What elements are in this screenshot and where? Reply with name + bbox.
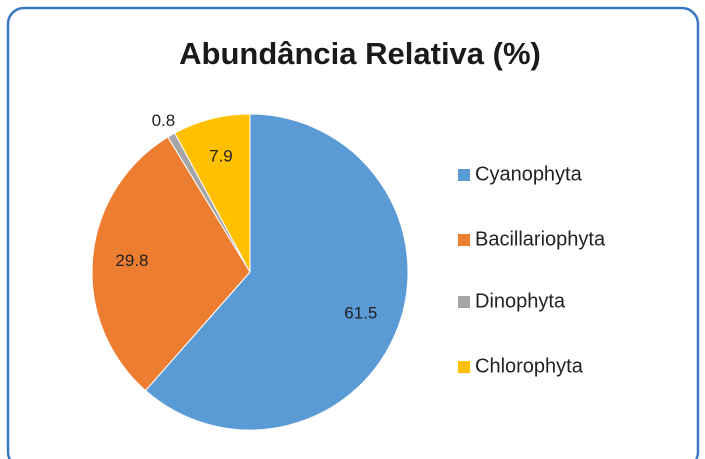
pie-slice xyxy=(174,113,251,273)
pie-slice xyxy=(91,136,251,392)
legend-label: Bacillariophyta xyxy=(475,228,606,250)
legend-swatch xyxy=(458,169,470,181)
data-label: 29.8 xyxy=(115,251,148,270)
data-label: 0.8 xyxy=(152,111,176,130)
legend-label: Chlorophyta xyxy=(475,355,584,377)
legend-swatch xyxy=(458,361,470,373)
pie-slice xyxy=(144,113,409,431)
legend-label: Cyanophyta xyxy=(475,163,583,185)
legend-swatch xyxy=(458,296,470,308)
chart-title: Abundância Relativa (%) xyxy=(179,36,541,71)
data-label: 7.9 xyxy=(209,147,233,166)
legend-label: Dinophyta xyxy=(475,290,566,312)
data-label: 61.5 xyxy=(344,303,377,322)
legend-swatch xyxy=(458,234,470,246)
